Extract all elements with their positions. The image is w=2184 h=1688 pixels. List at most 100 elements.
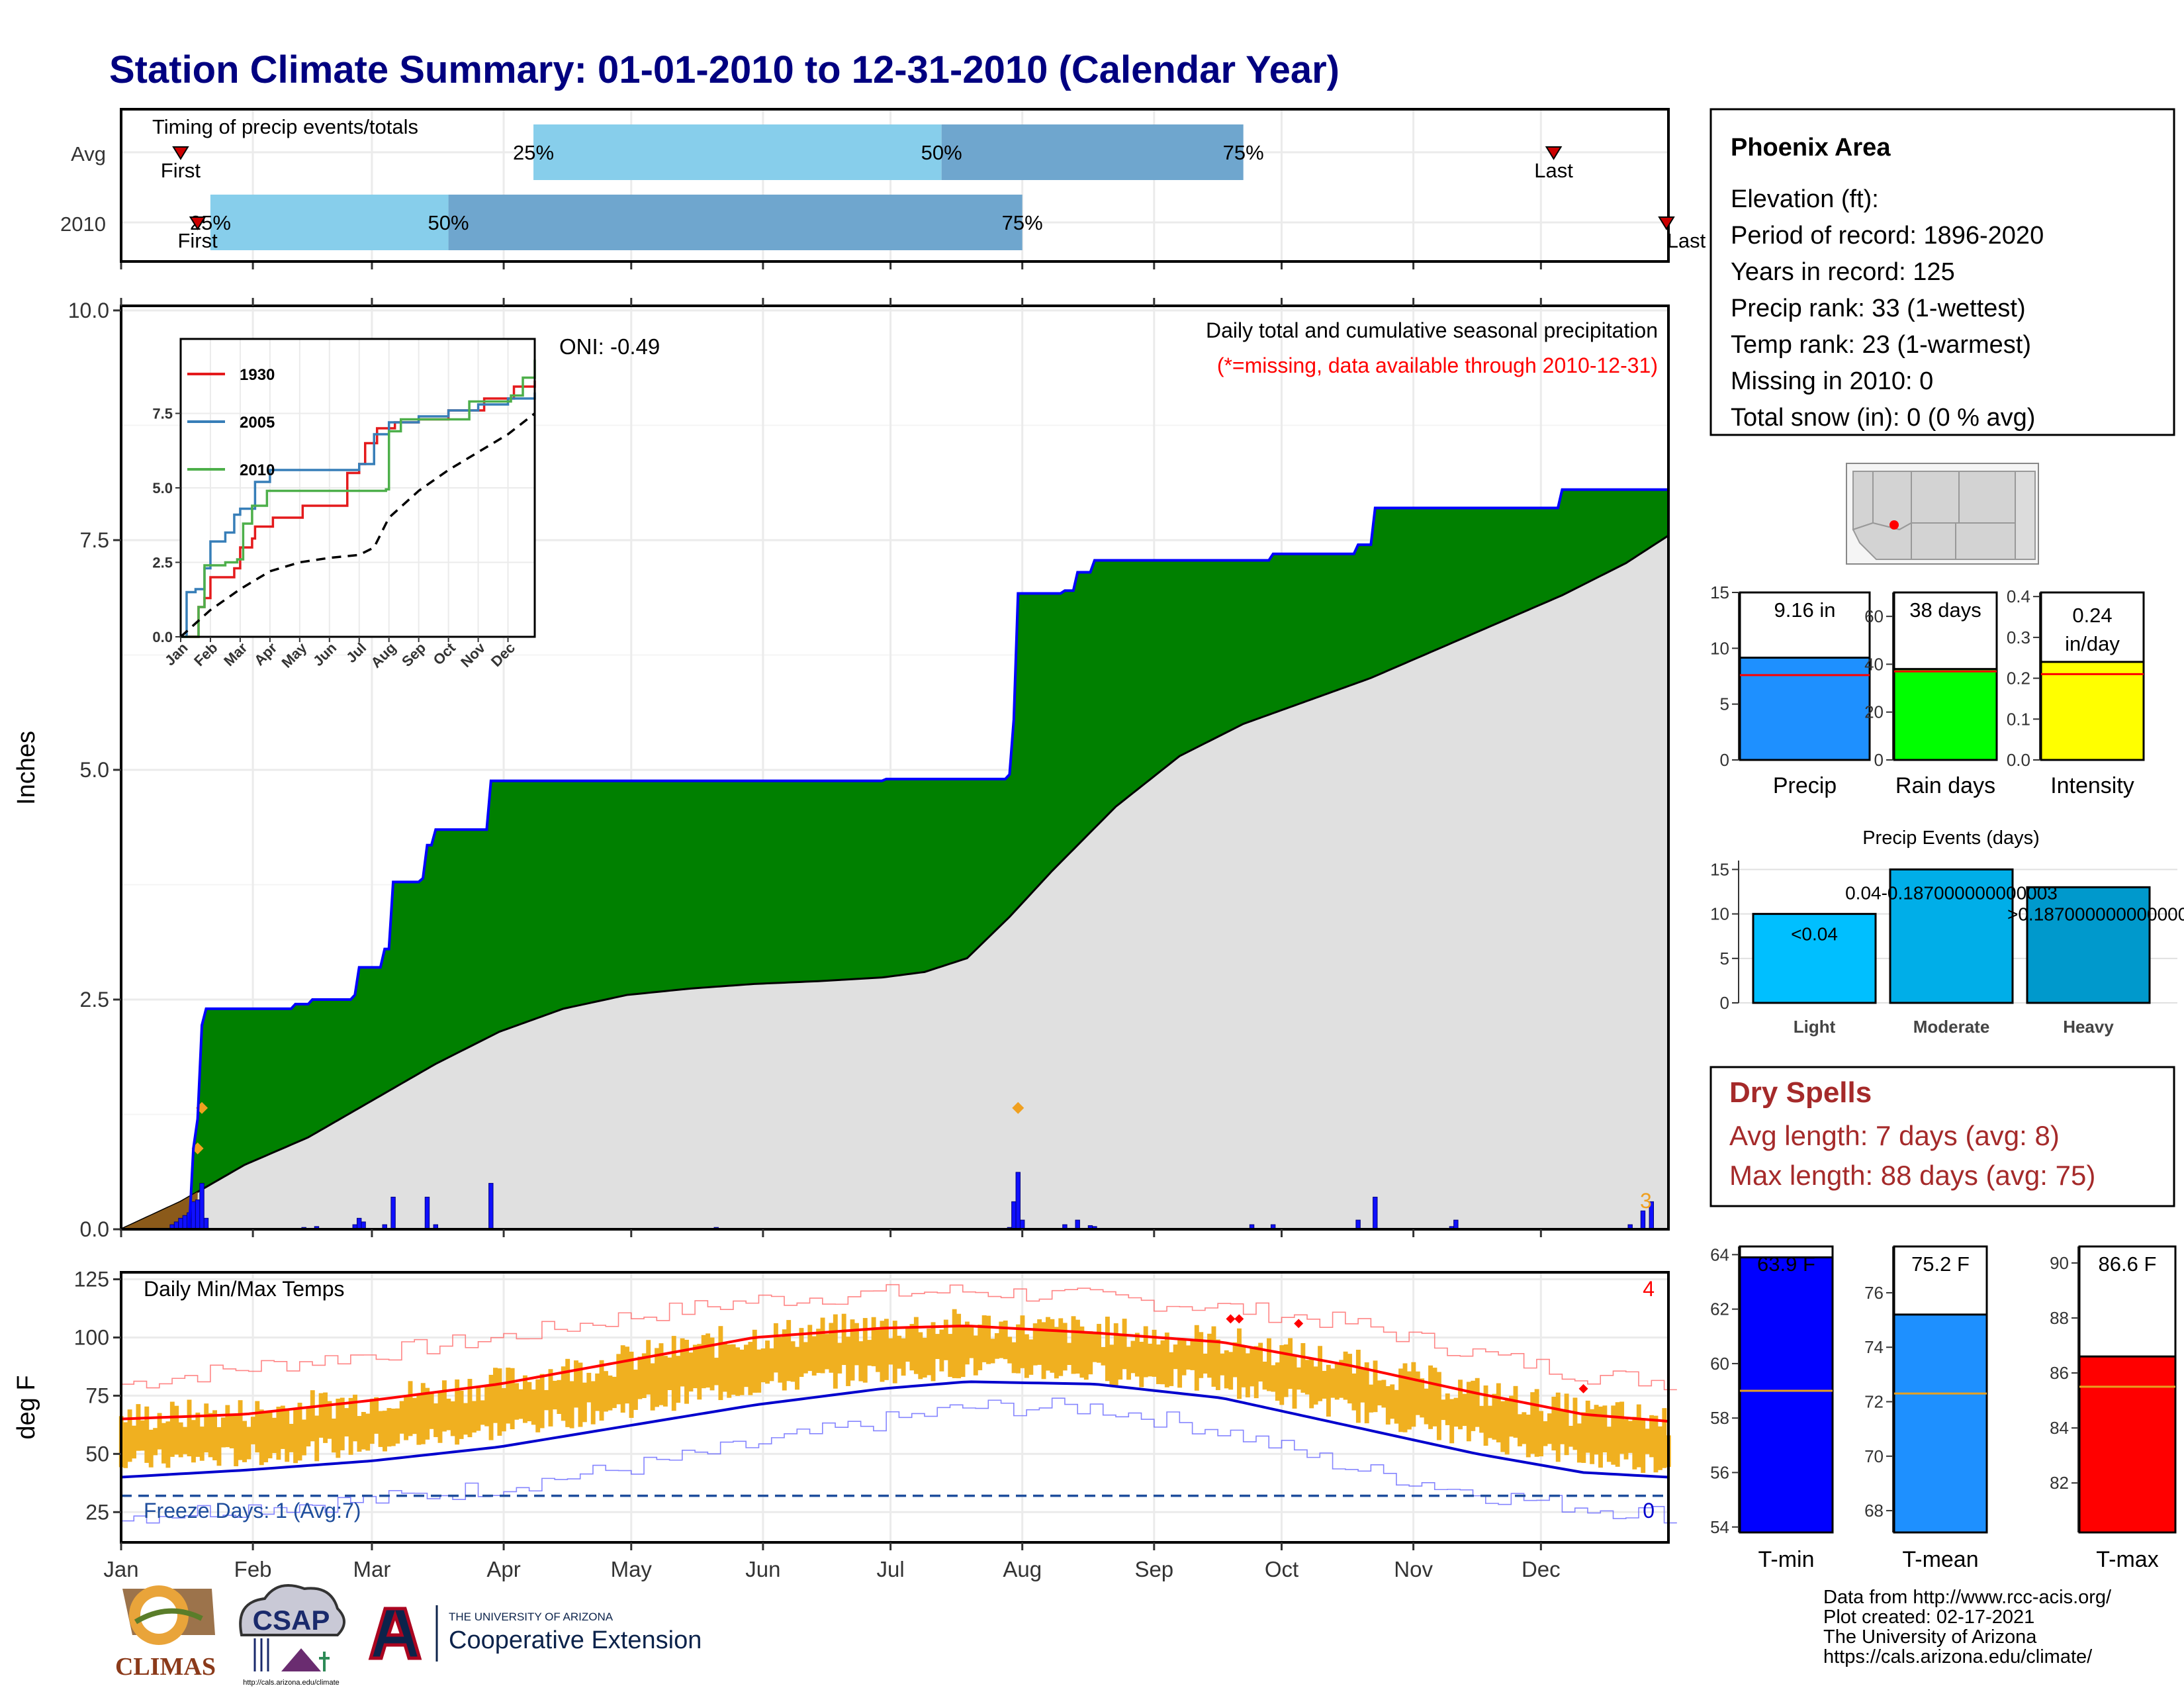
daily-temp-range-bar [459, 1390, 464, 1439]
daily-temp-range-bar [216, 1427, 222, 1466]
daily-temp-range-bar [501, 1387, 506, 1432]
daily-temp-range-bar [1067, 1342, 1072, 1366]
daily-temp-range-bar [1250, 1346, 1255, 1387]
daily-temp-range-bar [1509, 1395, 1514, 1437]
daily-temp-range-bar [608, 1375, 613, 1411]
events-bar [1752, 913, 1877, 1004]
daily-temp-range-bar [229, 1415, 234, 1448]
daily-temp-range-bar [727, 1344, 732, 1398]
daily-temp-range-bar [688, 1352, 694, 1392]
timing-bar-25-50 [533, 124, 942, 180]
daily-temp-range-bar [1207, 1333, 1212, 1378]
daily-temp-range-bar [1156, 1344, 1161, 1384]
daily-temp-range-bar [1007, 1336, 1013, 1364]
daily-temp-range-bar [420, 1383, 426, 1444]
daily-temp-range-bar [476, 1387, 481, 1431]
daily-temp-range-bar [153, 1428, 158, 1456]
daily-temp-range-bar [1496, 1383, 1501, 1442]
daily-temp-range-bar [935, 1334, 940, 1360]
precip-y-tick-label: 2.5 [80, 988, 109, 1011]
daily-temp-range-bar [1641, 1418, 1646, 1474]
daily-temp-range-bar [1492, 1393, 1497, 1440]
station-period: Period of record: 1896-2020 [1731, 222, 2044, 250]
daily-temp-range-bar [604, 1371, 608, 1412]
inset-legend-label: 2010 [240, 461, 275, 479]
daily-temp-range-bar [204, 1403, 209, 1453]
timing-first-label: First [177, 229, 218, 252]
daily-temp-range-bar [1458, 1380, 1463, 1430]
events-category-label: Heavy [2063, 1017, 2114, 1037]
daily-temp-range-bar [956, 1313, 962, 1379]
daily-temp-range-bar [1262, 1361, 1267, 1390]
month-tick-label: Jul [876, 1557, 904, 1581]
daily-temp-range-bar [1424, 1388, 1429, 1425]
daily-temp-range-bar [187, 1399, 192, 1456]
temp-y-tick-label: 125 [74, 1268, 109, 1291]
daily-temp-range-bar [348, 1397, 353, 1455]
daily-precip-bar [1453, 1219, 1459, 1230]
daily-temp-range-bar [1199, 1332, 1204, 1378]
daily-temp-range-bar [1037, 1319, 1042, 1365]
daily-precip-bar [1640, 1210, 1646, 1230]
daily-temp-range-bar [978, 1325, 983, 1370]
daily-temp-range-bar [994, 1333, 999, 1359]
daily-temp-range-bar [773, 1323, 778, 1373]
daily-temp-range-bar [1619, 1401, 1625, 1454]
daily-temp-range-bar [527, 1382, 532, 1422]
daily-temp-range-bar [931, 1322, 936, 1382]
daily-temp-range-bar [1576, 1423, 1582, 1463]
daily-temp-range-bar [697, 1344, 702, 1400]
temp-y-tick-label: 75 [85, 1383, 109, 1407]
precip-y-axis-label: Inches [13, 731, 40, 805]
daily-temp-range-bar [1547, 1413, 1552, 1444]
month-tick-label: Dec [1522, 1557, 1561, 1581]
daily-precip-bar [1015, 1172, 1021, 1230]
daily-temp-range-bar [939, 1329, 944, 1372]
tbar-y-tick-label: 86 [2050, 1363, 2069, 1383]
daily-temp-range-bar [1479, 1405, 1484, 1433]
record-high-marker [1294, 1319, 1304, 1329]
daily-temp-range-bar [1373, 1360, 1378, 1413]
daily-temp-range-bar [1041, 1322, 1046, 1380]
daily-temp-range-bar [799, 1328, 804, 1378]
daily-temp-range-bar [285, 1408, 290, 1462]
daily-temp-range-bar [1300, 1342, 1306, 1393]
daily-temp-range-bar [242, 1421, 247, 1462]
daily-temp-range-bar [174, 1405, 179, 1455]
daily-temp-range-bar [599, 1360, 604, 1421]
daily-temp-range-bar [735, 1347, 741, 1396]
credits-url: https://cals.arizona.edu/climate/ [1823, 1646, 2093, 1667]
daily-temp-range-bar [565, 1358, 570, 1427]
page-title: Station Climate Summary: 01-01-2010 to 1… [109, 48, 1340, 91]
daily-temp-range-bar [1406, 1371, 1412, 1430]
daily-temp-range-bar [310, 1390, 315, 1442]
inset-series-line [179, 412, 536, 638]
daily-temp-range-bar [1636, 1404, 1641, 1468]
daily-temp-range-bar [1339, 1360, 1344, 1398]
daily-temp-range-bar [1304, 1360, 1310, 1395]
daily-temp-range-bar [1169, 1352, 1174, 1386]
daily-precip-bar [1075, 1219, 1080, 1230]
daily-temp-range-bar [1483, 1385, 1488, 1446]
daily-temp-range-bar [1152, 1329, 1157, 1377]
timing-quartile-label: 50% [428, 211, 469, 234]
daily-temp-range-bar [357, 1416, 362, 1452]
daily-temp-range-bar [1296, 1367, 1301, 1390]
temp-panel-title: Daily Min/Max Temps [144, 1277, 344, 1301]
inset-y-tick-label: 7.5 [152, 406, 173, 422]
daily-temp-range-bar [148, 1429, 154, 1468]
daily-temp-range-bar [807, 1325, 813, 1372]
daily-temp-range-bar [535, 1379, 541, 1432]
daily-temp-range-bar [1420, 1378, 1425, 1418]
events-y-tick-label: 15 [1710, 859, 1729, 879]
daily-temp-range-bar [123, 1422, 128, 1468]
daily-precip-bar [195, 1199, 201, 1230]
daily-temp-range-bar [1322, 1370, 1327, 1399]
daily-temp-range-bar [1118, 1334, 1123, 1380]
totals-y-tick-label: 40 [1864, 654, 1884, 674]
daily-temp-range-bar [127, 1409, 132, 1462]
daily-temp-range-bar [1032, 1323, 1038, 1366]
tbar-value-label: 63.9 F [1757, 1252, 1815, 1276]
daily-temp-range-bar [212, 1410, 218, 1461]
